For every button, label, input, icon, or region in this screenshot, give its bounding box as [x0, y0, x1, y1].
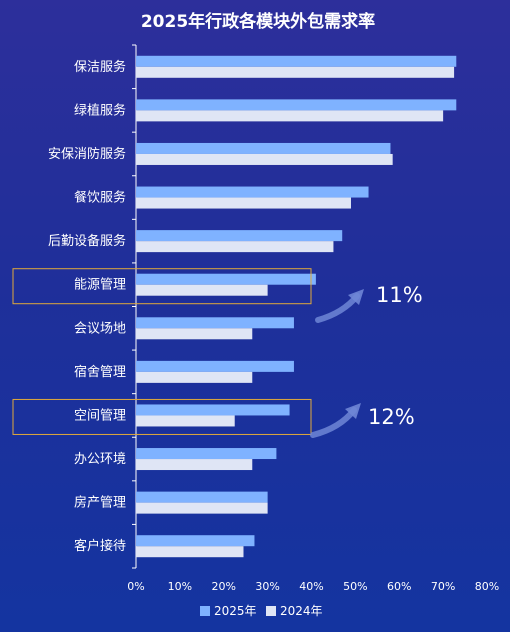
y-tick-label: 空间管理	[74, 408, 126, 423]
x-tick-label: 40%	[299, 580, 323, 593]
bar-2025	[136, 448, 277, 460]
x-tick-label: 80%	[475, 580, 499, 593]
y-tick-label: 办公环境	[74, 452, 126, 467]
bar-2025	[136, 142, 391, 154]
y-tick-label: 宿舍管理	[74, 364, 126, 380]
annotation-label: 12%	[368, 405, 415, 429]
trend-arrow	[310, 407, 357, 438]
x-tick-label: 10%	[168, 580, 192, 593]
x-tick-label: 70%	[431, 580, 455, 593]
trend-arrow	[315, 293, 360, 323]
legend-label: 2025年	[214, 604, 257, 618]
bar-2025	[136, 360, 294, 372]
y-tick-label: 会议场地	[74, 321, 126, 336]
highlight-box	[12, 398, 312, 435]
x-tick-label: 30%	[255, 580, 279, 593]
bar-2025	[136, 317, 294, 329]
bar-2024	[136, 328, 253, 340]
bar-2024	[136, 546, 244, 558]
bar-2024	[136, 459, 253, 471]
bar-2025	[136, 186, 369, 198]
bar-2024	[136, 197, 351, 209]
bar-2024	[136, 502, 268, 514]
y-tick-label: 客户接待	[74, 538, 126, 554]
x-tick-label: 0%	[127, 580, 144, 593]
bar-2024	[136, 415, 235, 427]
bar-2024	[136, 66, 455, 78]
bar-2024	[136, 241, 334, 253]
bar-2024	[136, 110, 444, 122]
legend-swatch	[200, 606, 210, 616]
bar-2025	[136, 273, 316, 285]
y-tick-label: 安保消防服务	[48, 146, 126, 162]
y-tick-label: 餐饮服务	[74, 190, 126, 206]
x-tick-label: 60%	[387, 580, 411, 593]
bar-2025	[136, 535, 255, 547]
bar-2024	[136, 284, 268, 296]
bar-2024	[136, 371, 253, 383]
bar-2025	[136, 99, 457, 111]
bar-2025	[136, 230, 343, 242]
annotation-label: 11%	[376, 283, 423, 307]
x-tick-label: 50%	[343, 580, 367, 593]
legend-swatch	[266, 606, 276, 616]
trend-arrow-head	[348, 289, 364, 305]
legend: 2025年 2024年	[200, 604, 323, 618]
bar-2024	[136, 153, 393, 165]
bar-2025	[136, 404, 290, 416]
y-tick-label: 能源管理	[74, 278, 126, 293]
y-tick-label: 保洁服务	[74, 59, 126, 75]
highlight-box	[12, 268, 312, 305]
trend-arrow-head	[345, 403, 361, 419]
bar-2025	[136, 491, 268, 503]
chart-title: 2025年行政各模块外包需求率	[141, 11, 375, 32]
y-tick-label: 后勤设备服务	[48, 233, 126, 249]
y-tick-label: 绿植服务	[74, 102, 126, 118]
bar-2025	[136, 55, 457, 67]
legend-label: 2024年	[280, 604, 323, 618]
y-tick-label: 房产管理	[74, 495, 126, 511]
x-tick-label: 20%	[212, 580, 236, 593]
plot-area: 保洁服务绿植服务安保消防服务餐饮服务后勤设备服务能源管理会议场地宿舍管理空间管理…	[12, 44, 499, 618]
